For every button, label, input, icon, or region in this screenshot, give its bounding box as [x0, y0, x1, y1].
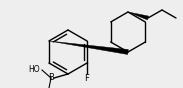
- Text: F: F: [85, 74, 89, 83]
- Text: B: B: [48, 73, 54, 83]
- Polygon shape: [128, 12, 149, 20]
- Text: HO: HO: [28, 65, 40, 73]
- Polygon shape: [49, 41, 128, 54]
